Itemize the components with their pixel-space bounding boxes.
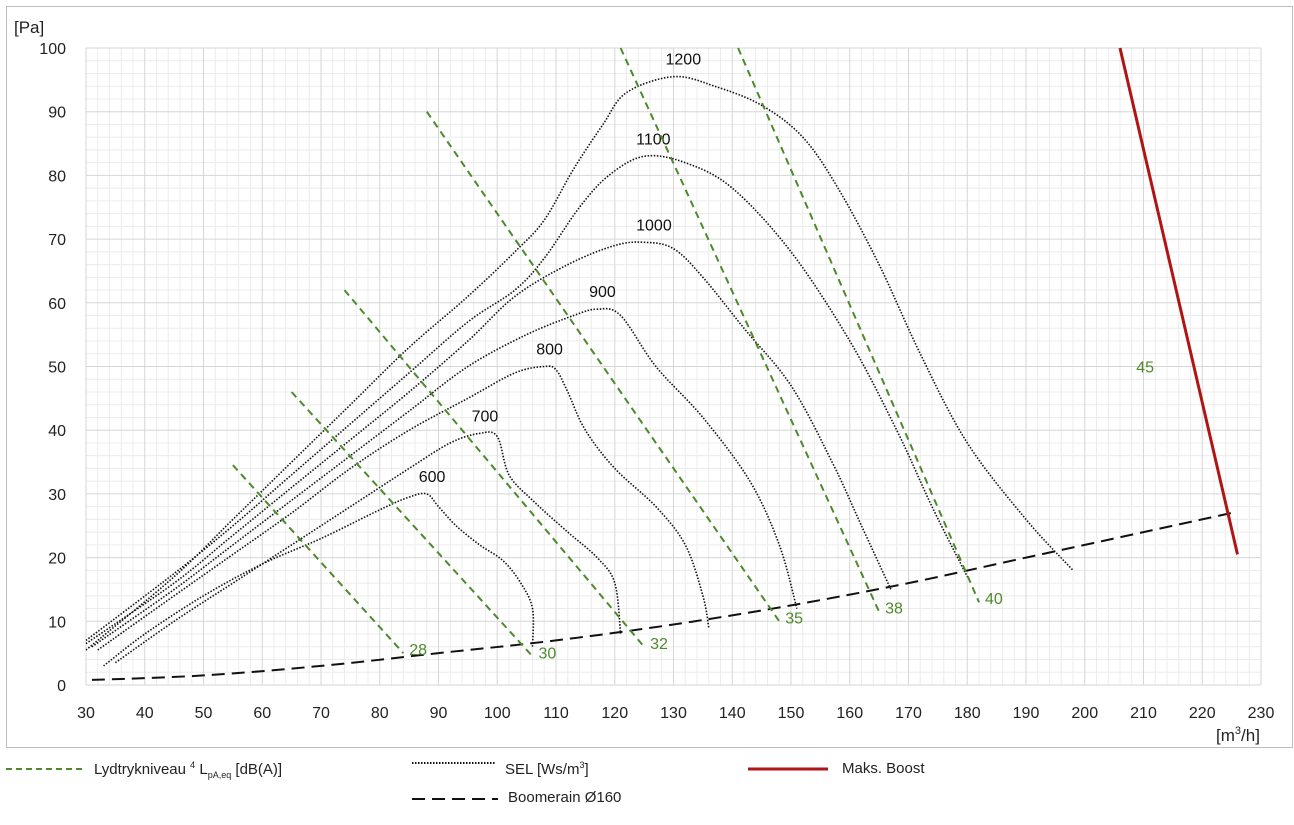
y-tick-label: 70 <box>48 232 66 249</box>
y-unit-label: [Pa] <box>14 18 44 37</box>
major-gridlines <box>85 47 1262 686</box>
x-tick-label: 90 <box>430 705 448 722</box>
system-curve <box>91 510 1238 681</box>
x-tick-label: 110 <box>543 705 569 722</box>
x-tick-label: 120 <box>601 705 628 722</box>
sound-label-28: 28 <box>409 642 427 659</box>
x-tick-label: 190 <box>1013 705 1040 722</box>
sel-curve-1100 <box>85 154 969 642</box>
x-tick-label: 40 <box>136 705 154 722</box>
series-group: 600 700 800 900 1000 1100 1200 28 30 32 35 38 40 45 <box>85 47 1239 681</box>
sel-label-800: 800 <box>536 342 563 359</box>
y-tick-label: 20 <box>48 551 66 568</box>
sel-curve-900 <box>91 307 798 648</box>
legend-swatch-boost <box>748 767 828 771</box>
sound-label-35: 35 <box>785 610 803 627</box>
y-tick-label: 0 <box>57 678 66 695</box>
x-tick-label: 30 <box>77 705 95 722</box>
legend-label-sel: SEL [Ws/m3] <box>505 760 589 778</box>
legend-label-system: Boomerain Ø160 <box>508 789 622 806</box>
y-tick-label: 100 <box>39 41 66 58</box>
x-tick-label: 170 <box>895 705 922 722</box>
x-unit-label: [m3/h] <box>1216 725 1260 745</box>
y-tick-label: 60 <box>48 296 66 313</box>
legend-label-boost: Maks. Boost <box>842 760 925 777</box>
x-tick-label: 230 <box>1248 705 1275 722</box>
sound-label-32: 32 <box>650 636 668 653</box>
x-tick-label: 60 <box>253 705 271 722</box>
sound-line-32 <box>343 289 645 648</box>
x-tick-label: 160 <box>836 705 863 722</box>
sel-label-1000: 1000 <box>636 217 672 234</box>
y-tick-label: 30 <box>48 487 66 504</box>
y-tick-label: 10 <box>48 614 66 631</box>
sel-curve-1200 <box>85 75 1074 651</box>
x-tick-label: 180 <box>954 705 981 722</box>
x-tick-label: 150 <box>778 705 805 722</box>
sel-label-1200: 1200 <box>666 52 702 69</box>
sel-label-600: 600 <box>419 469 446 486</box>
legend-swatch-sel <box>412 762 496 764</box>
boost-line <box>1118 47 1239 555</box>
x-tick-label: 70 <box>312 705 330 722</box>
sound-label-30: 30 <box>539 645 557 662</box>
x-tick-label: 80 <box>371 705 389 722</box>
y-tick-label: 90 <box>48 105 66 122</box>
x-tick-label: 50 <box>195 705 213 722</box>
sel-curve-600 <box>103 492 535 667</box>
legend-swatch-system <box>412 798 498 800</box>
sel-label-900: 900 <box>589 284 616 301</box>
x-tick-label: 210 <box>1130 705 1157 722</box>
x-tick-label: 140 <box>719 705 746 722</box>
y-tick-label: 50 <box>48 360 66 377</box>
y-tick-label: 80 <box>48 168 66 185</box>
sel-curve-800 <box>97 365 710 651</box>
sel-curve-1000 <box>85 241 892 645</box>
sound-line-40 <box>737 47 980 603</box>
x-tick-label: 220 <box>1189 705 1216 722</box>
legend-swatch-sound <box>6 768 86 770</box>
chart-frame <box>6 6 1293 748</box>
legend: Lydtrykniveau 4 LpA,eq [dB(A)] SEL [Ws/m… <box>0 756 1294 825</box>
y-tick-label: 40 <box>48 423 66 440</box>
boost-label-45: 45 <box>1136 360 1154 377</box>
sound-line-28 <box>232 464 405 654</box>
sound-line-38 <box>619 47 881 613</box>
x-tick-label: 130 <box>660 705 687 722</box>
sound-label-40: 40 <box>985 591 1003 608</box>
tick-labels: 30 40 50 60 70 80 90 100 110 120 130 140 150 160 170 18… <box>39 41 1274 722</box>
x-tick-label: 100 <box>484 705 511 722</box>
sound-line-30 <box>290 391 534 657</box>
sel-label-1100: 1100 <box>636 131 671 148</box>
sound-label-38: 38 <box>885 601 903 618</box>
x-tick-label: 200 <box>1071 705 1098 722</box>
sound-line-35 <box>425 111 781 622</box>
legend-label-sound: Lydtrykniveau 4 LpA,eq [dB(A)] <box>94 760 283 780</box>
sel-label-700: 700 <box>472 408 499 425</box>
